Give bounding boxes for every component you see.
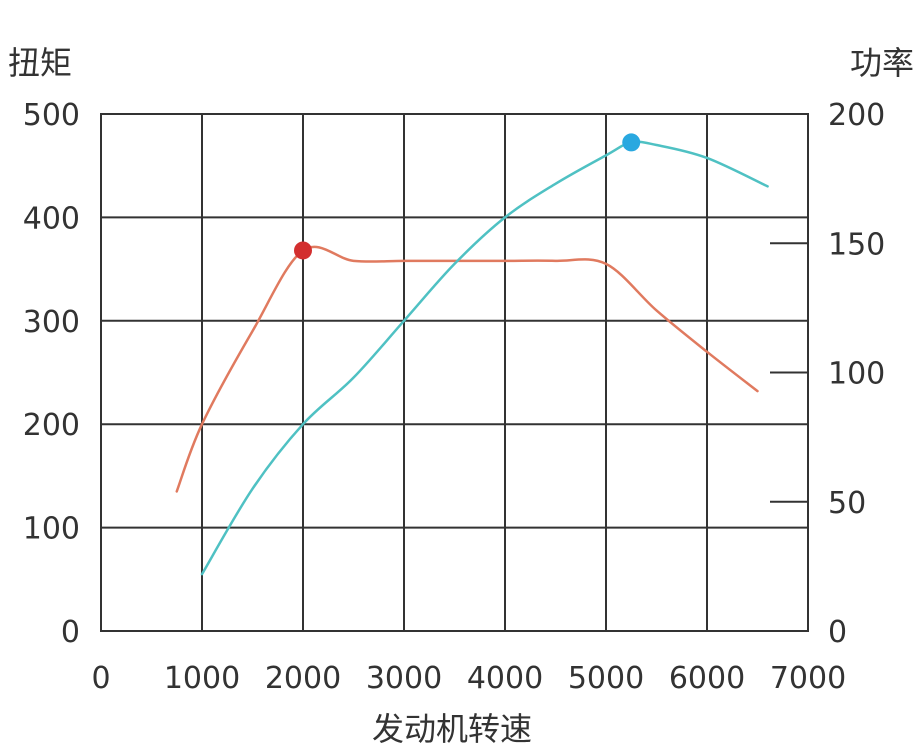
tick-labels: 0 1000 2000 3000 4000 5000 6000 700001002003004… [23, 98, 886, 696]
right-tick-label: 200 [828, 98, 885, 133]
left-tick-label: 400 [23, 201, 80, 236]
x-tick-label: 3000 [366, 661, 442, 696]
peak-power-marker [622, 133, 641, 152]
left-tick-label: 100 [23, 512, 80, 547]
right-tick-label: 100 [828, 357, 885, 392]
right-tick-label: 50 [828, 486, 866, 521]
x-axis-title: 发动机转速 [372, 710, 532, 748]
left-tick-label: 0 [61, 615, 80, 650]
x-tick-label: 1000 [164, 661, 240, 696]
torque-curve [175, 245, 759, 493]
x-tick-label: 2000 [265, 661, 341, 696]
left-tick-label: 200 [23, 408, 80, 443]
x-tick-label: 6000 [669, 661, 745, 696]
x-tick-label: 4000 [467, 661, 543, 696]
plot-frame [100, 113, 809, 632]
right-axis-tick-marks [770, 242, 808, 503]
right-tick-label: 0 [828, 615, 847, 650]
left-axis-title: 扭矩 [8, 44, 72, 82]
x-tick-label: 7000 [770, 661, 846, 696]
left-tick-label: 500 [23, 98, 80, 133]
peak-torque-marker [294, 241, 312, 260]
series-layer [175, 133, 769, 576]
right-axis-title: 功率 [850, 44, 914, 82]
right-tick-label: 150 [828, 227, 885, 262]
grid [100, 113, 809, 632]
power-curve [200, 140, 769, 576]
left-tick-label: 300 [23, 305, 80, 340]
x-tick-label: 5000 [568, 661, 644, 696]
x-tick-label: 0 [91, 661, 110, 696]
